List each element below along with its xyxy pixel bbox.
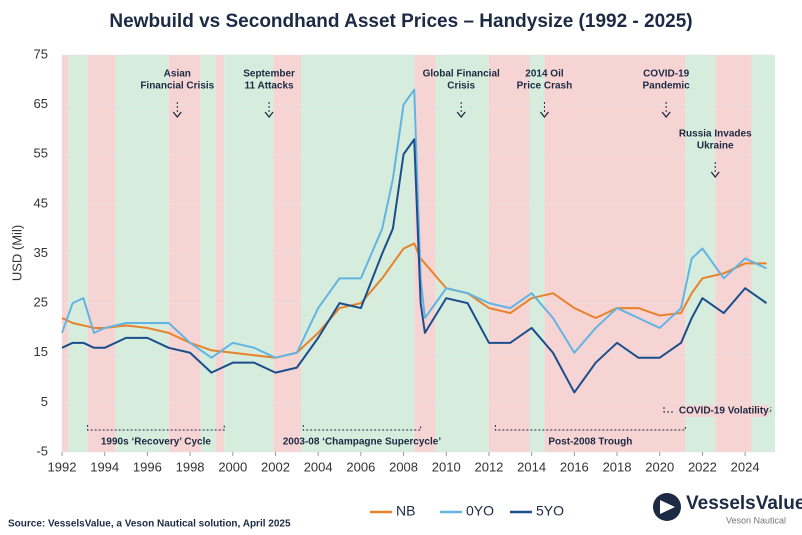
event-label: Pandemic xyxy=(643,81,691,92)
period-bracket xyxy=(87,425,225,431)
event-label: 11 Attacks xyxy=(245,81,295,92)
y-tick-label: 5 xyxy=(41,394,48,409)
x-tick-label: 2012 xyxy=(474,459,503,474)
x-tick-label: 2010 xyxy=(432,459,461,474)
y-tick-label: 35 xyxy=(34,245,48,260)
period-label: Post-2008 Trough xyxy=(548,437,632,448)
source: Source: VesselsValue, a Veson Nautical s… xyxy=(8,519,291,530)
period-label: COVID-19 Volatility xyxy=(679,406,769,417)
event-label: Price Crash xyxy=(517,81,573,92)
series-line xyxy=(61,88,767,359)
y-axis-label: USD (Mil) xyxy=(9,225,24,281)
event-arrow xyxy=(172,111,182,119)
event-label: September xyxy=(243,69,295,80)
brand-sub: Veson Nautical xyxy=(726,515,786,525)
logo-arrow xyxy=(660,500,675,514)
y-tick-label: 45 xyxy=(34,195,48,210)
x-tick-label: 2016 xyxy=(560,459,589,474)
period-label: 2003-08 ‘Champagne Supercycle’ xyxy=(283,437,442,448)
x-tick-label: 2020 xyxy=(645,459,674,474)
x-tick-label: 2024 xyxy=(731,459,760,474)
y-tick-label: 55 xyxy=(34,146,48,161)
event-label: Crisis xyxy=(447,81,475,92)
y-tick-label: -5 xyxy=(36,443,48,458)
x-tick-label: 1996 xyxy=(133,459,162,474)
x-tick-label: 2022 xyxy=(688,459,717,474)
event-label: Global Financial xyxy=(423,69,500,80)
event-arrow xyxy=(456,111,466,119)
x-tick-label: 2014 xyxy=(517,459,546,474)
x-tick-label: 1992 xyxy=(48,459,77,474)
event-label: Ukraine xyxy=(697,141,734,152)
x-tick-label: 2000 xyxy=(218,459,247,474)
y-tick-label: 75 xyxy=(34,46,48,61)
event-label: 2014 Oil xyxy=(525,69,564,80)
x-tick-label: 2008 xyxy=(389,459,418,474)
x-tick-label: 1998 xyxy=(176,459,205,474)
brand: VesselsValue xyxy=(686,493,802,514)
series-line xyxy=(61,242,767,359)
event-arrow xyxy=(710,171,720,179)
y-tick-label: 15 xyxy=(34,344,48,359)
series-line xyxy=(61,138,768,394)
event-arrow xyxy=(539,111,549,119)
period-label-bg xyxy=(674,405,769,417)
event-arrow xyxy=(661,111,671,119)
period-label: 1990s ‘Recovery’ Cycle xyxy=(101,437,212,448)
event-label: COVID-19 xyxy=(643,69,690,80)
x-tick-label: 2002 xyxy=(261,459,290,474)
x-tick-label: 2006 xyxy=(346,459,375,474)
legend-label: 5YO xyxy=(536,503,564,519)
event-arrow xyxy=(264,111,274,119)
chart-title: Newbuild vs Secondhand Asset Prices – Ha… xyxy=(109,11,692,32)
logo: VesselsValue Veson Nautical xyxy=(653,493,802,525)
x-tick-label: 2018 xyxy=(603,459,632,474)
y-tick-label: 25 xyxy=(34,295,48,310)
y-tick-label: 65 xyxy=(34,96,48,111)
period-bracket xyxy=(302,425,422,431)
event-label: Financial Crisis xyxy=(140,81,214,92)
event-label: Asian xyxy=(164,69,191,80)
x-tick-label: 2004 xyxy=(304,459,333,474)
event-label: Russia Invades xyxy=(679,129,752,140)
legend-label: 0YO xyxy=(466,503,494,519)
legend-label: NB xyxy=(396,503,415,519)
period-bracket xyxy=(494,425,686,431)
x-tick-label: 1994 xyxy=(90,459,119,474)
